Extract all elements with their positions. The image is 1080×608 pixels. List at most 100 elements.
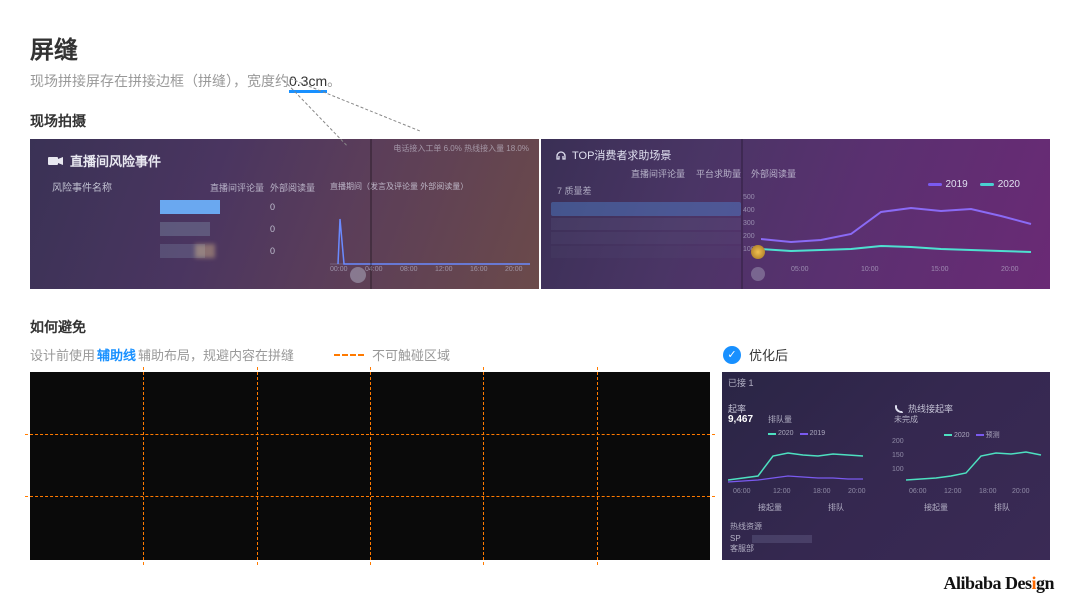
bar-1 — [160, 200, 220, 214]
brand-logo: Alibaba Design — [943, 573, 1054, 594]
vline-3 — [370, 367, 371, 565]
col-label-1: 直播间评论量 — [210, 181, 264, 194]
avoid-section: 如何避免 设计前使用 辅助线 辅助布局，规避内容在拼缝 不可触碰区域 ✓ 优化后 — [30, 317, 1050, 560]
o2y1: 150 — [892, 452, 904, 459]
rxtick-2: 15:00 — [931, 266, 949, 273]
avatar-circle — [350, 267, 366, 283]
o1-bl0: 接起量 — [758, 502, 782, 513]
legend-2019: 2019 — [928, 179, 968, 190]
avatar-gray — [751, 267, 765, 281]
footer-0: 热线资源 — [730, 521, 762, 532]
list-item-1 — [551, 202, 741, 216]
o2x0: 06:00 — [909, 488, 927, 495]
rxtick-0: 05:00 — [791, 266, 809, 273]
section2-label: 如何避免 — [30, 317, 1050, 337]
top-stats: 电话接入工单 6.0% 热线接入量 18.0% — [393, 143, 529, 154]
o2x2: 18:00 — [979, 488, 997, 495]
phone-icon — [894, 404, 904, 414]
mini-chart-label: 直播期间（发言及评论量 外部阅读量） — [330, 181, 468, 192]
seam-left — [370, 139, 372, 289]
opt-chart-1: 起率 9,467 排队量 2020 2019 06:00 12:00 18:00… — [728, 402, 878, 482]
zero-3: 0 — [270, 246, 275, 256]
zero-1: 0 — [270, 202, 275, 212]
opt1-sub: 排队量 — [768, 414, 792, 425]
yt-1: 400 — [743, 207, 755, 214]
mini-chart-svg — [330, 204, 530, 274]
rxtick-1: 10:00 — [861, 266, 879, 273]
check-icon: ✓ — [723, 346, 741, 364]
legend-2020-text: 2020 — [998, 179, 1020, 190]
optimized-label: 优化后 — [749, 345, 788, 364]
o1x1: 12:00 — [773, 488, 791, 495]
vline-5 — [597, 367, 598, 565]
xtick-0: 00:00 — [330, 266, 348, 273]
zero-2: 0 — [270, 224, 275, 234]
o2-bl0: 接起量 — [924, 502, 948, 513]
left-mini-chart: 00:00 04:00 08:00 12:00 16:00 20:00 — [330, 204, 530, 274]
photo-right: TOP消费者求助场景 直播间评论量 平台求助量 外部阅读量 7 质量差 2019… — [541, 139, 1050, 289]
o1x2: 18:00 — [813, 488, 831, 495]
hline-0 — [25, 434, 715, 435]
o2y2: 100 — [892, 466, 904, 473]
tab-1: 直播间评论量 — [631, 167, 685, 180]
yt-0: 500 — [743, 194, 755, 201]
footer-1: SP — [730, 534, 741, 543]
page-title: 屏缝 — [30, 30, 1050, 65]
right-title: TOP消费者求助场景 — [555, 147, 671, 163]
o2x1: 12:00 — [944, 488, 962, 495]
avatar-gold — [751, 245, 765, 259]
legend-2019-text: 2019 — [946, 179, 968, 190]
opt1-leg-1: 2019 — [810, 430, 826, 437]
hline-1 — [25, 496, 715, 497]
avoid-row: 已接 1 起率 9,467 排队量 2020 2019 06:00 12: — [30, 372, 1050, 560]
xtick-4: 16:00 — [470, 266, 488, 273]
yt-2: 300 — [743, 220, 755, 227]
yt-3: 200 — [743, 233, 755, 240]
right-chart-svg — [761, 194, 1041, 274]
list-item-3 — [551, 232, 741, 244]
opt2-sub: 未完成 — [894, 414, 918, 425]
legend-2020: 2020 — [980, 179, 1020, 190]
xtick-3: 12:00 — [435, 266, 453, 273]
avoid-label-row: 设计前使用 辅助线 辅助布局，规避内容在拼缝 不可触碰区域 ✓ 优化后 — [30, 345, 1050, 364]
left-subtitle: 风险事件名称 — [52, 179, 112, 194]
right-title-text: TOP消费者求助场景 — [572, 147, 671, 163]
opt1-value: 9,467 — [728, 414, 753, 425]
avoid-mid: 辅助布局，规避内容在拼缝 — [138, 345, 294, 364]
list-item-0: 7 质量差 — [551, 181, 741, 200]
list-item-4 — [551, 246, 741, 258]
grid-panel — [30, 372, 710, 560]
opt1-svg — [728, 438, 878, 488]
o2y0: 200 — [892, 438, 904, 445]
left-dash-title: 直播间风险事件 — [48, 151, 161, 170]
o1-bl1: 排队 — [828, 502, 844, 513]
bar-label-glow — [195, 244, 215, 258]
vline-2 — [257, 367, 258, 565]
vline-4 — [483, 367, 484, 565]
tab-3: 外部阅读量 — [751, 167, 796, 180]
o2-bl1: 排队 — [994, 502, 1010, 513]
rxtick-3: 20:00 — [1001, 266, 1019, 273]
right-chart: 500 400 300 200 100 05:00 10:00 15:00 20… — [761, 194, 1041, 274]
orange-dash-legend — [334, 354, 364, 356]
opt-top-label: 已接 1 — [728, 376, 754, 389]
right-list: 7 质量差 — [551, 181, 741, 260]
avoid-legend-text: 不可触碰区域 — [372, 345, 450, 364]
col-label-2: 外部阅读量 — [270, 181, 315, 194]
right-legend: 2019 2020 — [928, 179, 1021, 190]
subtitle-pre: 现场拼接屏存在拼接边框（拼缝），宽度约 — [30, 73, 289, 89]
opt2-svg — [906, 438, 1046, 488]
avoid-pre: 设计前使用 — [30, 345, 95, 364]
optimized-panel: 已接 1 起率 9,467 排队量 2020 2019 06:00 12: — [722, 372, 1050, 560]
footer-2: 客服部 — [730, 543, 754, 554]
list-item-2 — [551, 218, 741, 230]
xtick-2: 08:00 — [400, 266, 418, 273]
avoid-blue: 辅助线 — [97, 345, 136, 364]
footer-bar-1 — [752, 535, 812, 543]
left-title-text: 直播间风险事件 — [70, 151, 161, 170]
bar-2 — [160, 222, 210, 236]
tab-2: 平台求助量 — [696, 167, 741, 180]
camera-icon — [48, 155, 64, 167]
o2x3: 20:00 — [1012, 488, 1030, 495]
subtitle-post: 。 — [327, 73, 341, 89]
